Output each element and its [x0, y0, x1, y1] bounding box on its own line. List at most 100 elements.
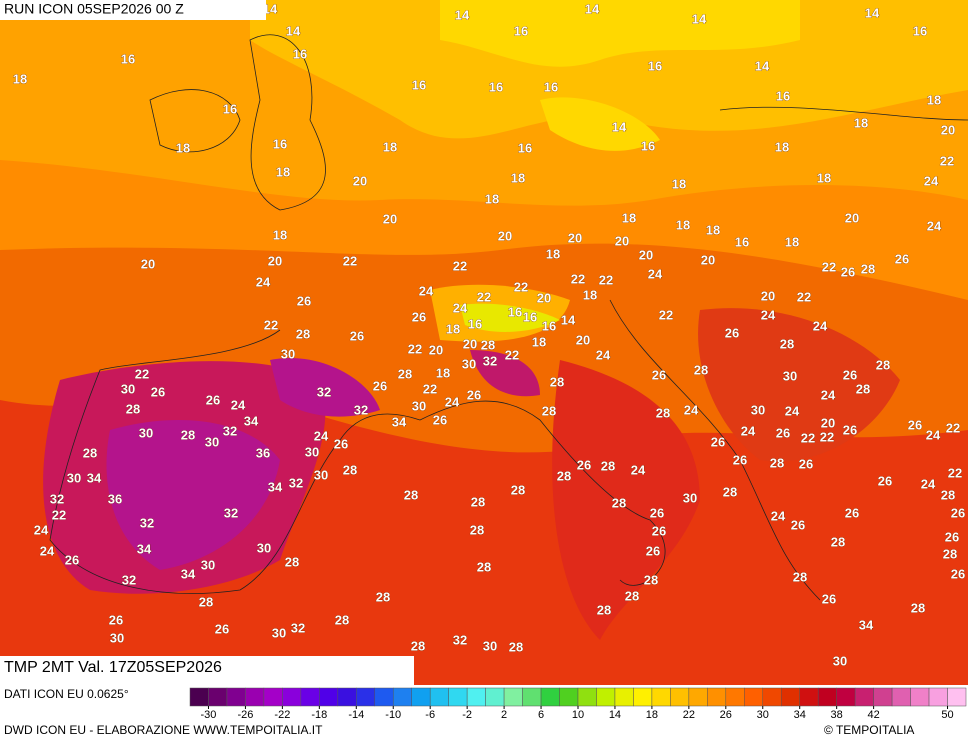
temperature-label: 22 — [946, 420, 960, 435]
temperature-label: 14 — [585, 1, 600, 16]
temperature-label: 28 — [943, 546, 957, 561]
temperature-label: 28 — [481, 337, 495, 352]
temperature-label: 20 — [498, 228, 512, 243]
temperature-label: 26 — [646, 543, 660, 558]
temperature-label: 26 — [652, 523, 666, 538]
temperature-label: 14 — [755, 58, 770, 73]
temperature-field — [0, 0, 968, 685]
temperature-label: 24 — [741, 423, 756, 438]
temperature-label: 28 — [285, 554, 299, 569]
temperature-label: 28 — [199, 594, 213, 609]
colorbar-tick-label: -30 — [201, 709, 217, 721]
temperature-label: 16 — [913, 23, 927, 38]
colorbar-swatch — [319, 687, 339, 707]
temperature-label: 24 — [921, 476, 936, 491]
temperature-label: 26 — [350, 328, 364, 343]
temperature-label: 16 — [489, 79, 503, 94]
colorbar-tick-label: 2 — [501, 709, 507, 721]
temperature-label: 30 — [483, 638, 497, 653]
colorbar-swatch — [577, 687, 597, 707]
temperature-label: 28 — [398, 366, 412, 381]
colorbar-swatch — [633, 687, 653, 707]
colorbar-swatch — [356, 687, 376, 707]
temperature-label: 18 — [817, 170, 831, 185]
colorbar-swatch — [891, 687, 911, 707]
colorbar-tick-label: -22 — [274, 709, 290, 721]
temperature-label: 30 — [833, 653, 847, 668]
temperature-label: 22 — [52, 507, 66, 522]
colorbar-tick-label: -2 — [462, 709, 472, 721]
temperature-label: 14 — [865, 5, 880, 20]
colorbar-swatch — [448, 687, 468, 707]
temperature-label: 32 — [291, 620, 305, 635]
temperature-label: 16 — [223, 101, 237, 116]
colorbar-swatch — [540, 687, 560, 707]
temperature-label: 26 — [776, 425, 790, 440]
temperature-label: 20 — [576, 332, 590, 347]
colorbar-swatch — [910, 687, 930, 707]
temperature-label: 28 — [861, 261, 875, 276]
temperature-label: 26 — [951, 505, 965, 520]
temperature-label: 36 — [256, 445, 270, 460]
temperature-label: 28 — [644, 572, 658, 587]
temperature-label: 22 — [514, 279, 528, 294]
colorbar-swatch — [466, 687, 486, 707]
colorbar-swatch — [688, 687, 708, 707]
temperature-label: 18 — [583, 287, 597, 302]
temperature-label: 20 — [845, 210, 859, 225]
temperature-label: 18 — [706, 222, 720, 237]
temperature-label: 30 — [783, 368, 797, 383]
temperature-label: 28 — [471, 494, 485, 509]
colorbar-swatch — [614, 687, 634, 707]
colorbar-swatch — [485, 687, 505, 707]
colorbar-swatch — [374, 687, 394, 707]
temperature-label: 16 — [735, 234, 749, 249]
colorbar-tick-label: 38 — [831, 709, 843, 721]
temperature-label: 18 — [622, 210, 636, 225]
temperature-label: 14 — [455, 7, 470, 22]
temperature-label: 16 — [518, 140, 532, 155]
copyright: © TEMPOITALIA — [824, 723, 914, 737]
temperature-label: 18 — [532, 334, 546, 349]
temperature-label: 28 — [542, 403, 556, 418]
temperature-label: 18 — [672, 176, 686, 191]
temperature-label: 28 — [656, 405, 670, 420]
temperature-label: 32 — [354, 402, 368, 417]
temperature-label: 20 — [268, 253, 282, 268]
temperature-label: 24 — [314, 428, 329, 443]
temperature-label: 28 — [126, 401, 140, 416]
temperature-label: 34 — [859, 617, 874, 632]
temperature-label: 30 — [281, 346, 295, 361]
colorbar-tick-label: -18 — [311, 709, 327, 721]
temperature-label: 24 — [419, 283, 434, 298]
temperature-label: 18 — [676, 217, 690, 232]
temperature-label: 28 — [404, 487, 418, 502]
colorbar-swatch — [947, 687, 967, 707]
temperature-label: 26 — [908, 417, 922, 432]
temperature-label: 26 — [206, 392, 220, 407]
colorbar-swatch — [817, 687, 837, 707]
temperature-label: 16 — [776, 88, 790, 103]
temperature-label: 22 — [948, 465, 962, 480]
colorbar-swatch — [670, 687, 690, 707]
colorbar-swatch — [596, 687, 616, 707]
temperature-label: 16 — [121, 51, 135, 66]
temperature-label: 26 — [733, 452, 747, 467]
colorbar-swatch — [651, 687, 671, 707]
temperature-label: 24 — [771, 508, 786, 523]
temperature-label: 24 — [231, 397, 246, 412]
colorbar-tick-label: 10 — [572, 709, 584, 721]
temperature-label: 16 — [514, 23, 528, 38]
temperature-label: 28 — [876, 357, 890, 372]
temperature-label: 20 — [463, 336, 477, 351]
colorbar-tick-label: 14 — [609, 709, 621, 721]
temperature-label: 28 — [694, 362, 708, 377]
temperature-label: 22 — [571, 271, 585, 286]
field-box — [0, 656, 414, 685]
temperature-label: 20 — [639, 247, 653, 262]
temperature-label: 28 — [723, 484, 737, 499]
temperature-label: 14 — [612, 119, 627, 134]
